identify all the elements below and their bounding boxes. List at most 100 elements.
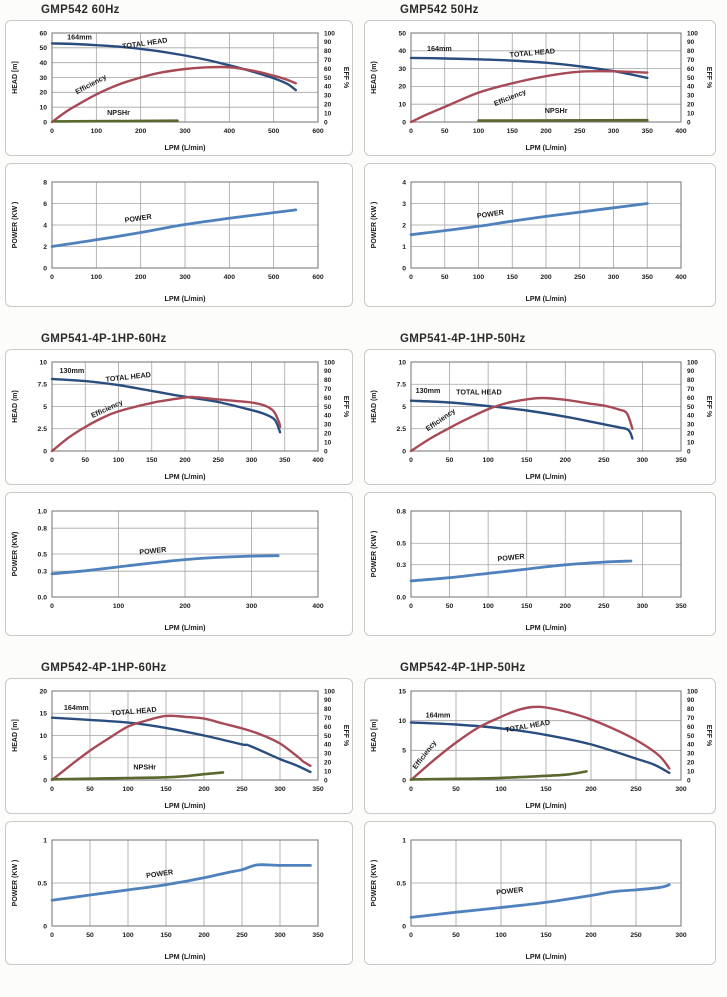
- svg-text:LPM (L/min): LPM (L/min): [525, 952, 567, 961]
- svg-text:40: 40: [324, 742, 332, 749]
- curve-label-npshr: NPSHr: [133, 762, 156, 771]
- svg-text:0: 0: [409, 603, 413, 610]
- svg-text:0.5: 0.5: [397, 880, 407, 887]
- svg-text:100: 100: [482, 603, 494, 610]
- svg-text:150: 150: [146, 457, 158, 464]
- svg-text:60: 60: [324, 724, 332, 731]
- svg-text:EFF %: EFF %: [342, 67, 349, 89]
- svg-text:6: 6: [43, 201, 47, 208]
- svg-text:10: 10: [687, 768, 695, 775]
- svg-text:30: 30: [687, 93, 695, 100]
- series-total-head: [50, 716, 312, 774]
- svg-text:POWER (KW ): POWER (KW ): [371, 860, 378, 907]
- svg-text:200: 200: [198, 932, 210, 939]
- svg-text:50: 50: [452, 786, 460, 793]
- svg-text:150: 150: [540, 786, 552, 793]
- svg-text:10: 10: [39, 733, 47, 740]
- svg-text:100: 100: [122, 786, 134, 793]
- svg-text:2: 2: [402, 222, 406, 229]
- svg-text:HEAD [m]: HEAD [m]: [371, 719, 378, 752]
- svg-text:HEAD (m): HEAD (m): [12, 390, 19, 423]
- series-power: [50, 863, 312, 902]
- curve-label-130mm: 130mm: [416, 386, 441, 395]
- svg-text:60: 60: [324, 395, 332, 402]
- svg-text:80: 80: [687, 377, 695, 384]
- svg-text:100: 100: [687, 359, 698, 366]
- svg-text:0: 0: [687, 119, 691, 126]
- svg-text:500: 500: [268, 128, 280, 135]
- svg-text:0.0: 0.0: [38, 594, 48, 601]
- svg-text:50: 50: [687, 404, 695, 411]
- svg-text:0.0: 0.0: [397, 594, 407, 601]
- svg-text:200: 200: [135, 128, 147, 135]
- svg-text:0: 0: [43, 923, 47, 930]
- svg-text:300: 300: [675, 786, 687, 793]
- svg-text:300: 300: [246, 457, 258, 464]
- svg-text:20: 20: [687, 760, 695, 767]
- svg-text:1: 1: [402, 244, 406, 251]
- svg-text:0: 0: [43, 448, 47, 455]
- svg-text:50: 50: [324, 733, 332, 740]
- svg-text:4: 4: [402, 179, 406, 186]
- curve-label-efficiency: Efficiency: [410, 739, 438, 771]
- power-chart: 0 50 100 150 200 250 300 350 0 0.5 1 LPM (L/min) POW…: [5, 821, 353, 965]
- curve-label-164mm: 164mm: [427, 44, 452, 53]
- svg-text:8: 8: [43, 179, 47, 186]
- svg-text:0: 0: [402, 448, 406, 455]
- svg-text:40: 40: [687, 84, 695, 91]
- svg-text:50: 50: [441, 128, 449, 135]
- svg-text:60: 60: [687, 724, 695, 731]
- curve-label-power: POWER: [496, 885, 525, 897]
- svg-text:0: 0: [50, 128, 54, 135]
- svg-text:0: 0: [324, 448, 328, 455]
- svg-text:70: 70: [687, 386, 695, 393]
- svg-text:50: 50: [441, 274, 449, 281]
- svg-text:1: 1: [43, 837, 47, 844]
- curve-label-power: POWER: [476, 207, 505, 220]
- svg-text:100: 100: [113, 603, 125, 610]
- svg-text:LPM (L/min): LPM (L/min): [164, 294, 206, 303]
- svg-text:70: 70: [324, 386, 332, 393]
- chart-svg: 0 100 200 300 400 0.0 0.3 0.5 0.8 1.0 LPM (L/min) P…: [12, 508, 324, 632]
- panel-title: GMP542 60Hz: [41, 4, 120, 16]
- chart-svg: 0 50 100 150 200 250 300 35002.557.510010203040…: [371, 359, 712, 481]
- svg-text:20: 20: [39, 90, 47, 97]
- panel-title: GMP542-4P-1HP-50Hz: [400, 662, 526, 674]
- svg-text:40: 40: [324, 413, 332, 420]
- svg-text:10: 10: [398, 102, 406, 109]
- svg-text:100: 100: [495, 932, 507, 939]
- svg-text:20: 20: [324, 102, 332, 109]
- svg-text:0: 0: [43, 265, 47, 272]
- svg-text:0.5: 0.5: [38, 551, 48, 558]
- svg-text:0: 0: [50, 603, 54, 610]
- panel-title: GMP542-4P-1HP-60Hz: [41, 662, 167, 674]
- svg-text:0: 0: [50, 786, 54, 793]
- svg-text:5: 5: [402, 748, 406, 755]
- panel-gmp541-4p-1hp-50hz: GMP541-4P-1HP-50Hz 0 50 100 150 200 250 300 350…: [364, 331, 716, 636]
- curve-label-total-head: TOTAL HEAD: [105, 370, 151, 384]
- curve-label-164mm: 164mm: [64, 703, 89, 712]
- svg-text:1: 1: [402, 837, 406, 844]
- svg-text:0: 0: [50, 457, 54, 464]
- svg-text:20: 20: [324, 760, 332, 767]
- svg-text:0: 0: [687, 448, 691, 455]
- svg-text:LPM (L/min): LPM (L/min): [164, 472, 206, 481]
- svg-text:200: 200: [135, 274, 147, 281]
- svg-text:30: 30: [39, 75, 47, 82]
- svg-text:90: 90: [324, 697, 332, 704]
- svg-text:20: 20: [687, 102, 695, 109]
- chart-svg: 0 50 100 150 200 250 300 350 4000102030405001020…: [371, 30, 712, 152]
- curve-label-power: POWER: [497, 551, 526, 563]
- svg-text:0: 0: [324, 777, 328, 784]
- panel-title: GMP541-4P-1HP-60Hz: [41, 333, 167, 345]
- series-total-head: [409, 56, 649, 80]
- svg-text:80: 80: [324, 377, 332, 384]
- series-efficiency: [50, 65, 297, 124]
- svg-text:0.5: 0.5: [38, 880, 48, 887]
- series-efficiency: [409, 69, 649, 124]
- svg-text:20: 20: [324, 431, 332, 438]
- curve-label-164mm: 164mm: [67, 33, 92, 42]
- svg-text:300: 300: [179, 128, 191, 135]
- svg-text:300: 300: [637, 603, 649, 610]
- svg-text:200: 200: [585, 932, 597, 939]
